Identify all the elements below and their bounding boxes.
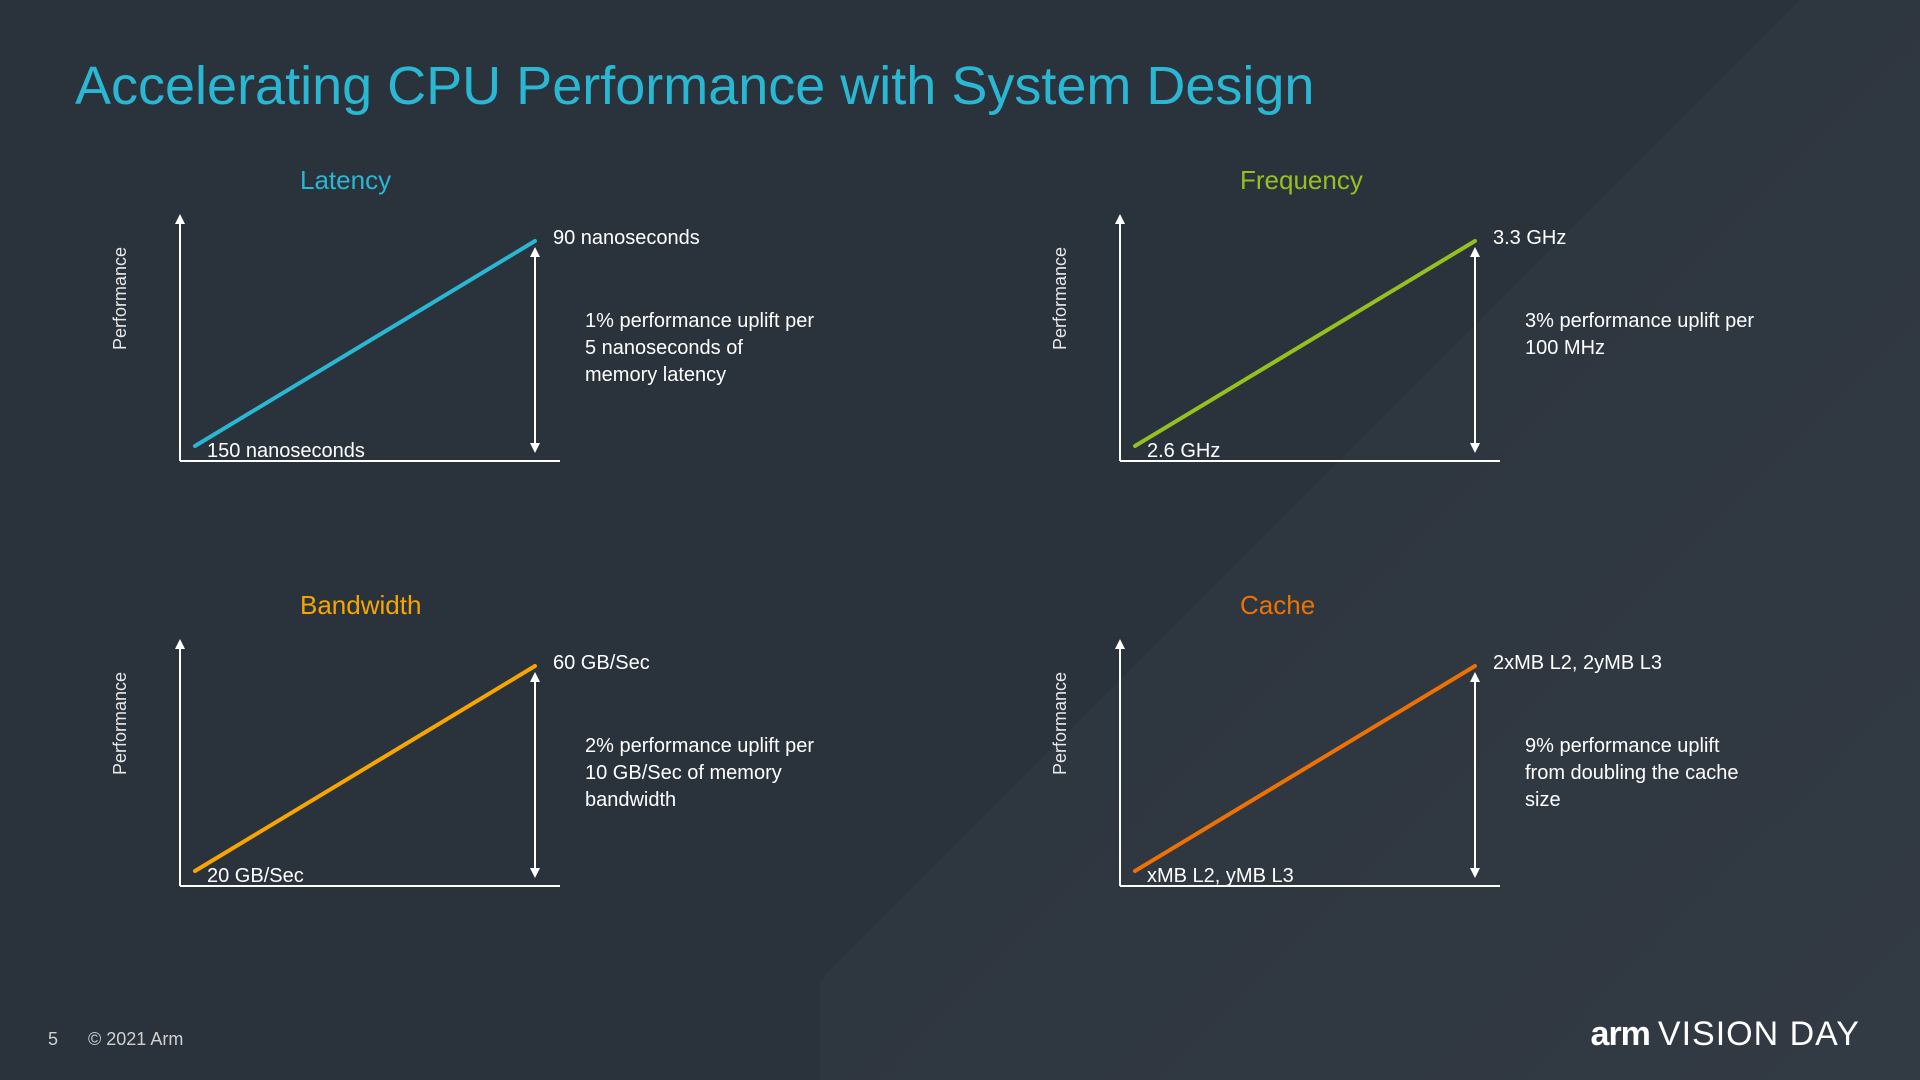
chart-cache [1080, 626, 1520, 896]
brand-arm: arm [1591, 1015, 1650, 1053]
brand-lockup: armVISION DAY [1591, 1015, 1860, 1054]
end-label-latency: 90 nanoseconds [553, 227, 700, 250]
end-label-bandwidth: 60 GB/Sec [553, 652, 650, 675]
start-label-cache: xMB L2, yMB L3 [1147, 865, 1294, 888]
brand-visionday: VISION DAY [1658, 1015, 1860, 1053]
caption-frequency: 3% performance uplift per 100 MHz [1525, 308, 1755, 362]
caption-bandwidth: 2% performance uplift per 10 GB/Sec of m… [585, 733, 815, 814]
panel-cache: Cache Performance 2xMB L2, 2yMB L3 xMB L… [1060, 590, 1800, 955]
ylabel-latency: Performance [110, 247, 131, 350]
panel-latency: Latency Performance 90 nanoseconds 150 n… [120, 165, 860, 530]
page-title: Accelerating CPU Performance with System… [75, 55, 1314, 117]
chart-frequency [1080, 201, 1520, 471]
chart-latency [140, 201, 580, 471]
panel-title-bandwidth: Bandwidth [300, 590, 421, 621]
panel-frequency: Frequency Performance 3.3 GHz 2.6 GHz 3%… [1060, 165, 1800, 530]
copyright: © 2021 Arm [88, 1029, 183, 1050]
page-number: 5 [48, 1029, 58, 1050]
caption-cache: 9% performance uplift from doubling the … [1525, 733, 1755, 814]
chart-bandwidth [140, 626, 580, 896]
chart-grid: Latency Performance 90 nanoseconds 150 n… [120, 165, 1800, 955]
ylabel-frequency: Performance [1050, 247, 1071, 350]
end-label-frequency: 3.3 GHz [1493, 227, 1566, 250]
start-label-latency: 150 nanoseconds [207, 440, 365, 463]
ylabel-bandwidth: Performance [110, 672, 131, 775]
start-label-frequency: 2.6 GHz [1147, 440, 1220, 463]
end-label-cache: 2xMB L2, 2yMB L3 [1493, 652, 1662, 675]
panel-title-frequency: Frequency [1240, 165, 1363, 196]
panel-title-cache: Cache [1240, 590, 1315, 621]
start-label-bandwidth: 20 GB/Sec [207, 865, 304, 888]
panel-bandwidth: Bandwidth Performance 60 GB/Sec 20 GB/Se… [120, 590, 860, 955]
caption-latency: 1% performance uplift per 5 nanoseconds … [585, 308, 815, 389]
panel-title-latency: Latency [300, 165, 391, 196]
ylabel-cache: Performance [1050, 672, 1071, 775]
footer: 5 © 2021 Arm [48, 1029, 183, 1050]
